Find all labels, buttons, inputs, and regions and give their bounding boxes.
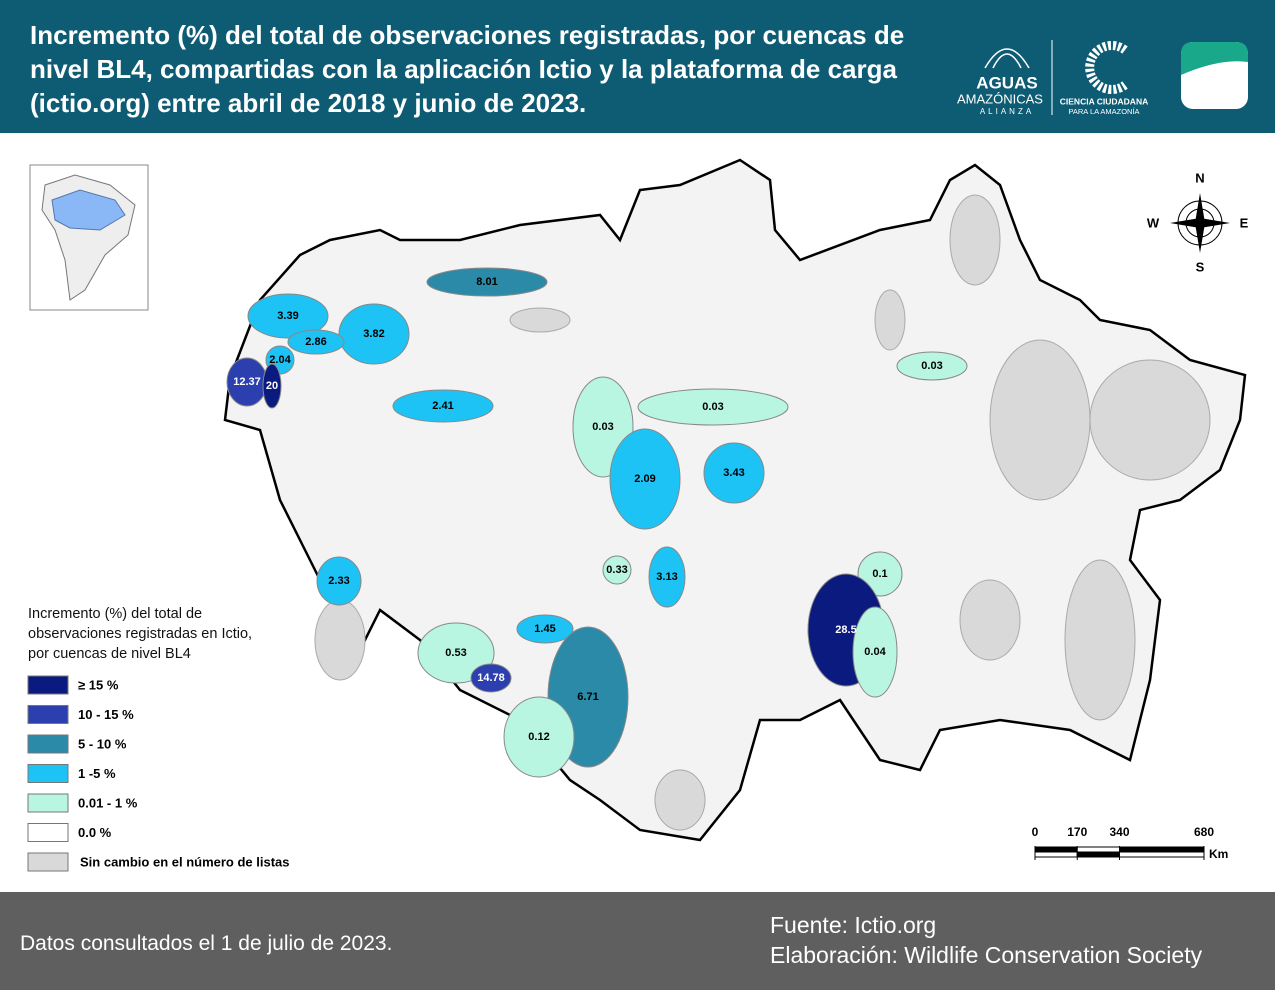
legend-label: 1 -5 % — [78, 766, 116, 781]
scale-label: 0 — [1032, 825, 1039, 839]
logo-text: ALIANZA — [980, 107, 1034, 116]
basin-region — [609, 428, 681, 530]
legend-label: 0.0 % — [78, 825, 112, 840]
basin-region — [316, 556, 362, 606]
basin-region — [703, 442, 765, 504]
legend-title: Incremento (%) del total de observacione… — [28, 606, 253, 662]
inset-basin — [51, 189, 126, 231]
basin-region — [503, 696, 575, 778]
logo-text: AGUAS — [976, 73, 1037, 92]
basin-region — [470, 663, 512, 693]
region-label: 3.39 — [277, 310, 298, 322]
region-label: 3.43 — [723, 467, 744, 479]
legend-label: Sin cambio en el número de listas — [80, 854, 290, 869]
region-label: 1.45 — [534, 623, 555, 635]
logo-text: PARA LA AMAZONÍA — [1068, 107, 1139, 116]
basin-region — [247, 293, 329, 339]
region-label: 0.1 — [872, 568, 887, 580]
legend-swatch — [27, 675, 69, 695]
region-label: 2.41 — [432, 400, 453, 412]
legend-swatch — [27, 705, 69, 724]
region-label: 0.03 — [702, 401, 723, 413]
basin-region — [516, 614, 574, 644]
scale-unit: Km — [1209, 847, 1228, 861]
title: Incremento (%) del total de observacione… — [30, 20, 905, 118]
region-label: 2.33 — [328, 575, 349, 587]
compass-label: W — [1147, 215, 1160, 230]
region-label: 6.71 — [577, 691, 598, 703]
legend-swatch — [27, 793, 69, 813]
region-label: 3.82 — [363, 328, 384, 340]
scale-segment — [1034, 846, 1078, 853]
header: Incremento (%) del total de observacione… — [0, 0, 1275, 133]
region-label: 0.04 — [864, 646, 886, 658]
footer-credit: Elaboración: Wildlife Conservation Socie… — [770, 942, 1203, 968]
logo-text: CIENCIA CIUDADANA — [1060, 96, 1148, 106]
legend-swatch — [27, 764, 69, 783]
compass-label: N — [1195, 170, 1204, 185]
region-label: 0.12 — [528, 731, 549, 743]
region-label: 2.04 — [269, 354, 291, 366]
region-label: 3.13 — [656, 571, 677, 583]
legend-label: 5 - 10 % — [78, 736, 127, 751]
basin-region — [426, 267, 548, 297]
scale-segment — [1076, 851, 1120, 858]
basin-region — [262, 363, 282, 409]
legend-label: ≥ 15 % — [78, 677, 119, 692]
region-label: 2.86 — [305, 336, 326, 348]
legend-label: 10 - 15 % — [78, 707, 134, 722]
legend-swatch — [27, 823, 69, 842]
scale-segment — [1034, 851, 1078, 858]
scale-label: 680 — [1194, 825, 1214, 839]
logo-text: AMAZÓNICAS — [957, 91, 1043, 106]
basin-region — [287, 329, 345, 355]
unchanged-areas — [314, 194, 1211, 831]
region-label: 0.53 — [445, 647, 466, 659]
basin-region — [392, 389, 494, 423]
compass-label: E — [1240, 215, 1249, 230]
footer-source: Fuente: Ictio.org — [770, 912, 937, 938]
basin-region — [648, 546, 686, 608]
region-label: 0.33 — [606, 564, 627, 576]
basin-region — [338, 303, 410, 365]
region-label: 2.09 — [634, 473, 655, 485]
region-label: 0.03 — [592, 421, 613, 433]
scale-label: 170 — [1067, 825, 1087, 839]
map: 8.01 3.39 3.82 2.86 2.04 12.37 20 2.41 0.03 0.03 0… — [27, 158, 1249, 872]
basin-region — [602, 555, 632, 585]
footer-note: Datos consultados el 1 de julio de 2023. — [20, 932, 393, 955]
basin-region — [417, 622, 495, 684]
compass — [1170, 193, 1230, 253]
scale-segment — [1119, 846, 1205, 853]
scale-segment — [1076, 846, 1120, 853]
region-label: 20 — [266, 380, 278, 392]
basin-region — [896, 351, 968, 381]
region-label: 0.03 — [921, 360, 942, 372]
region-label: 28.5 — [835, 624, 856, 636]
region-label: 12.37 — [233, 376, 261, 388]
footer: Datos consultados el 1 de julio de 2023.… — [0, 892, 1275, 990]
basin-region — [637, 388, 789, 426]
scale-label: 340 — [1109, 825, 1129, 839]
compass-label: S — [1196, 259, 1205, 274]
basin-region — [852, 606, 898, 698]
scale-segment — [1119, 851, 1205, 858]
legend-swatch — [27, 734, 69, 754]
legend-swatch — [27, 852, 69, 872]
logos: AGUAS AMAZÓNICAS ALIANZA CIENCIA CIUDADA… — [957, 40, 1248, 116]
region-label: 14.78 — [477, 672, 505, 684]
legend-label: 0.01 - 1 % — [78, 795, 138, 810]
region-label: 8.01 — [476, 276, 497, 288]
